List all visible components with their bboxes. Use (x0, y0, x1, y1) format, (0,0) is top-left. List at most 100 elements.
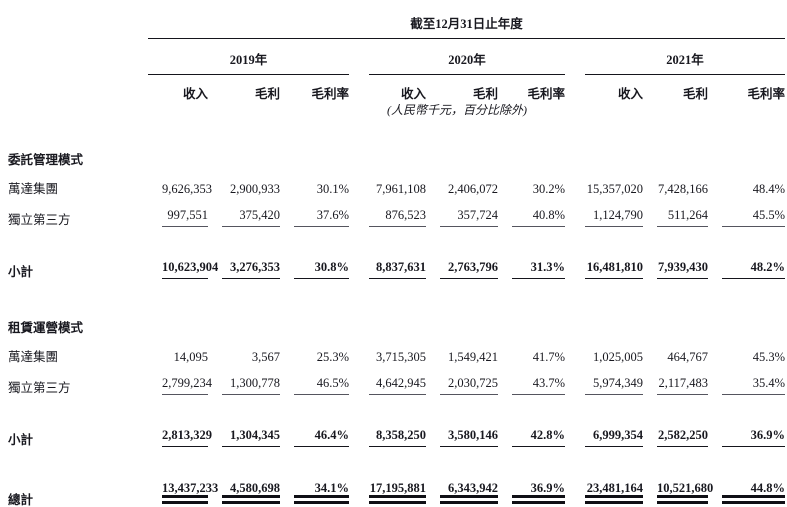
cell-value: 3,276,353 (230, 259, 280, 274)
cell-value: 997,551 (167, 207, 208, 222)
cell-value: 45.5% (752, 207, 786, 222)
cell-value: 3,580,146 (448, 427, 498, 442)
spacer (8, 395, 785, 423)
cell-value: 375,420 (239, 207, 280, 222)
col-header-revenue: 收入 (400, 86, 426, 101)
subtotal-row: 小計 2,813,329 1,304,345 46.4% 8,358,250 3… (8, 423, 786, 447)
cell-value: 6,999,354 (593, 427, 643, 442)
cell-value: 511,264 (667, 207, 708, 222)
cell-value: 1,304,345 (230, 427, 280, 442)
col-header-gross-profit: 毛利 (254, 86, 280, 101)
cell-value: 30.2% (532, 181, 565, 196)
spacer (8, 279, 785, 311)
cell-value: 41.7% (532, 349, 565, 364)
subtotal-label: 小計 (8, 432, 34, 447)
cell-value: 2,813,329 (162, 427, 212, 442)
table-row: 萬達集團 14,095 3,567 25.3% 3,715,305 1,549,… (8, 335, 785, 364)
spacer (8, 227, 785, 255)
year-header-2020: 2020年 (369, 53, 565, 75)
col-header-revenue: 收入 (617, 86, 643, 101)
revenue-gross-profit-table: 截至12月31日止年度 2019年 2020年 2021年 收入 毛利 毛利率 … (8, 6, 786, 507)
cell-value: 30.1% (316, 181, 349, 196)
cell-value: 8,837,631 (376, 259, 426, 274)
cell-value: 30.8% (314, 259, 349, 274)
cell-value: 1,300,778 (230, 375, 280, 390)
table-row: 獨立第三方 997,551 375,420 37.6% 876,523 357,… (8, 196, 786, 227)
spacer (8, 447, 785, 477)
cell-value: 17,195,881 (369, 480, 426, 495)
cell-value: 2,799,234 (162, 375, 212, 390)
cell-value: 3,567 (251, 349, 280, 364)
cell-value: 16,481,810 (586, 259, 643, 274)
col-header-revenue: 收入 (182, 86, 208, 101)
row-label: 獨立第三方 (8, 380, 71, 395)
cell-value: 6,343,942 (448, 480, 498, 495)
cell-value: 876,523 (385, 207, 426, 222)
cell-value: 37.6% (316, 207, 349, 222)
col-header-gross-margin: 毛利率 (311, 86, 349, 101)
cell-value: 13,437,233 (162, 480, 219, 495)
cell-value: 2,030,725 (448, 375, 498, 390)
cell-value: 25.3% (316, 349, 349, 364)
cell-value: 4,580,698 (230, 480, 280, 495)
table-row: 萬達集團 9,626,353 2,900,933 30.1% 7,961,108… (8, 167, 785, 196)
cell-value: 14,095 (173, 349, 208, 364)
spacer (8, 123, 785, 143)
cell-value: 1,549,421 (448, 349, 498, 364)
year-header-2019: 2019年 (148, 53, 349, 75)
cell-value: 464,767 (667, 349, 708, 364)
cell-value: 9,626,353 (162, 181, 212, 196)
cell-value: 7,961,108 (376, 181, 426, 196)
col-header-gross-profit: 毛利 (682, 86, 708, 101)
row-label: 萬達集團 (8, 181, 59, 196)
total-row: 總計 13,437,233 4,580,698 34.1% 17,195,881… (8, 477, 785, 507)
cell-value: 42.8% (530, 427, 565, 442)
col-header-gross-margin: 毛利率 (527, 86, 565, 101)
col-header-gross-margin: 毛利率 (747, 86, 786, 101)
subtotal-row: 小計 10,623,904 3,276,353 30.8% 8,837,631 … (8, 255, 786, 279)
cell-value: 7,428,166 (658, 181, 708, 196)
year-header-2021: 2021年 (585, 53, 786, 75)
cell-value: 46.5% (316, 375, 349, 390)
cell-value: 2,763,796 (448, 259, 498, 274)
cell-value: 44.8% (750, 480, 786, 495)
cell-value: 48.4% (752, 181, 786, 196)
cell-value: 1,025,005 (593, 349, 643, 364)
col-header-gross-profit: 毛利 (472, 86, 498, 101)
cell-value: 36.9% (750, 427, 786, 442)
cell-value: 2,406,072 (448, 181, 498, 196)
row-label: 獨立第三方 (8, 212, 71, 227)
total-label: 總計 (8, 492, 34, 507)
cell-value: 10,521,680 (657, 480, 714, 495)
unit-note: (人民幣千元，百分比除外) (387, 103, 527, 117)
cell-value: 8,358,250 (376, 427, 426, 442)
cell-value: 36.9% (530, 480, 565, 495)
cell-value: 45.3% (752, 349, 786, 364)
subtotal-label: 小計 (8, 264, 34, 279)
cell-value: 10,623,904 (162, 259, 219, 274)
cell-value: 48.2% (750, 259, 786, 274)
cell-value: 40.8% (532, 207, 565, 222)
cell-value: 31.3% (530, 259, 565, 274)
cell-value: 34.1% (314, 480, 349, 495)
cell-value: 1,124,790 (593, 207, 643, 222)
row-label: 萬達集團 (8, 349, 59, 364)
cell-value: 357,724 (457, 207, 498, 222)
cell-value: 35.4% (752, 375, 786, 390)
cell-value: 3,715,305 (376, 349, 426, 364)
table-row: 獨立第三方 2,799,234 1,300,778 46.5% 4,642,94… (8, 364, 786, 395)
cell-value: 15,357,020 (586, 181, 643, 196)
cell-value: 7,939,430 (658, 259, 708, 274)
cell-value: 43.7% (532, 375, 565, 390)
cell-value: 5,974,349 (593, 375, 643, 390)
cell-value: 4,642,945 (376, 375, 426, 390)
period-header: 截至12月31日止年度 (148, 6, 786, 39)
cell-value: 46.4% (314, 427, 349, 442)
section-title: 委託管理模式 (8, 152, 84, 167)
cell-value: 2,900,933 (230, 181, 280, 196)
section-title: 租賃運營模式 (8, 320, 84, 335)
cell-value: 2,117,483 (658, 375, 708, 390)
cell-value: 23,481,164 (586, 480, 643, 495)
cell-value: 2,582,250 (658, 427, 708, 442)
